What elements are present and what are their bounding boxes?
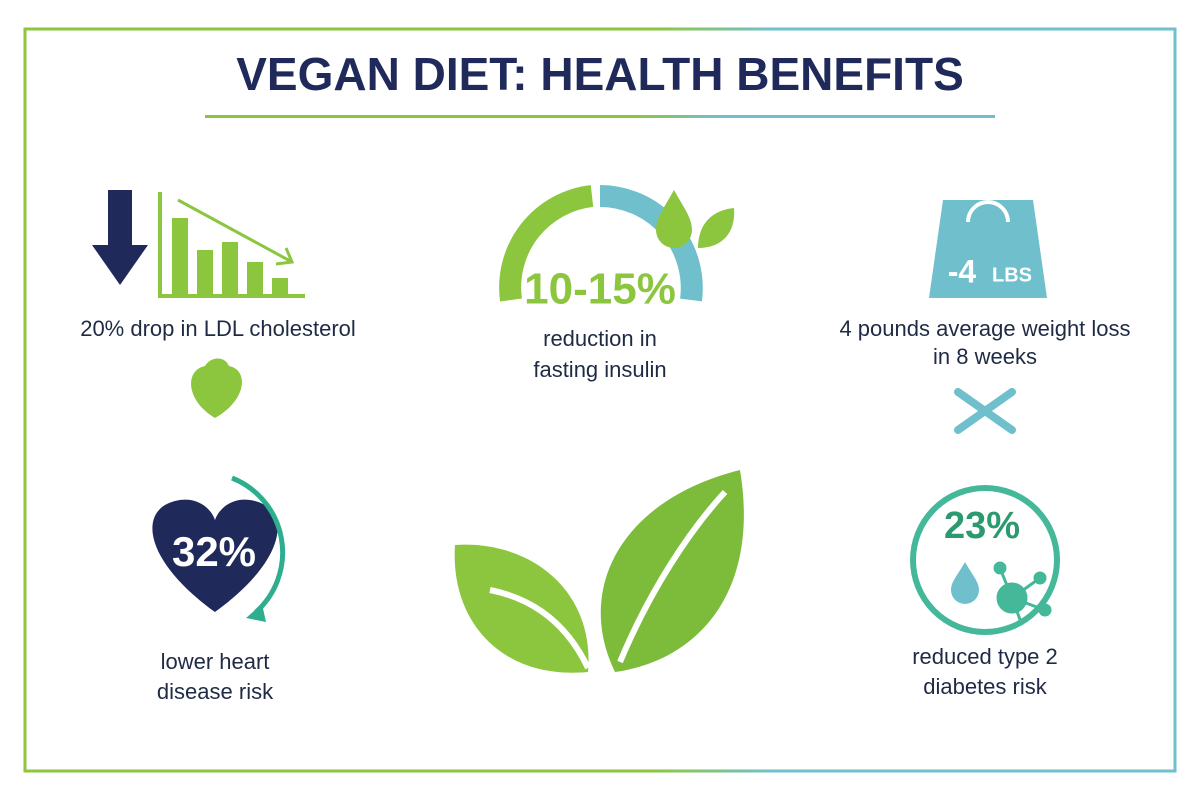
heart-caption-line: disease risk [157, 679, 274, 704]
leaf-veins [489, 489, 728, 670]
cycle-arrow [231, 475, 286, 614]
heart-shape [152, 499, 278, 612]
scale-dial [966, 200, 1010, 223]
down-arrow [92, 190, 148, 285]
title-underline [205, 115, 995, 118]
scale-icon [929, 200, 1047, 298]
bar [172, 218, 188, 294]
bar [247, 262, 263, 294]
dumbbell [954, 388, 1016, 434]
bar [272, 278, 288, 294]
bar [197, 250, 213, 294]
insulin-gauge [499, 185, 735, 302]
atom [1038, 603, 1052, 617]
diabetes-caption-line: reduced type 2 [912, 644, 1058, 669]
weight-caption-line: in 8 weeks [933, 344, 1037, 369]
frame [23, 27, 1177, 773]
weight-unit: LBS [992, 264, 1032, 286]
weight-figure: -4 [948, 253, 977, 289]
chart-bars [172, 218, 288, 294]
title: VEGAN DIET: HEALTH BENEFITS [236, 48, 964, 100]
diabetes-ring [910, 485, 1060, 635]
insulin-caption-line: reduction in [543, 326, 657, 351]
leaves-illustration [454, 470, 744, 673]
atom [1033, 571, 1047, 585]
drop-icon [951, 562, 979, 604]
arrow-head [246, 604, 266, 622]
cholesterol-caption: 20% drop in LDL cholesterol [80, 316, 356, 341]
insulin-figure: 10-15% [524, 265, 676, 314]
molecule-icon [993, 561, 1052, 626]
cholesterol-icon [92, 190, 305, 298]
insulin-caption-line: fasting insulin [533, 357, 666, 382]
gauge-green [499, 185, 594, 302]
leaf [454, 544, 589, 673]
diabetes-caption-line: diabetes risk [923, 674, 1048, 699]
drop-icon [656, 190, 692, 248]
heart-caption-line: lower heart [161, 649, 270, 674]
weight-caption-line: 4 pounds average weight loss [839, 316, 1130, 341]
diabetes-figure: 23% [944, 505, 1020, 547]
heart-figure: 32% [172, 528, 256, 575]
chart-axes [158, 192, 305, 298]
bar [222, 242, 238, 294]
heart-icon [191, 358, 242, 418]
leaf-icon [698, 208, 735, 248]
trend-arrow [177, 198, 295, 266]
bonds [998, 567, 1046, 626]
atom [993, 561, 1007, 575]
dumbbells-icon [954, 388, 1016, 434]
leaf [600, 470, 744, 672]
